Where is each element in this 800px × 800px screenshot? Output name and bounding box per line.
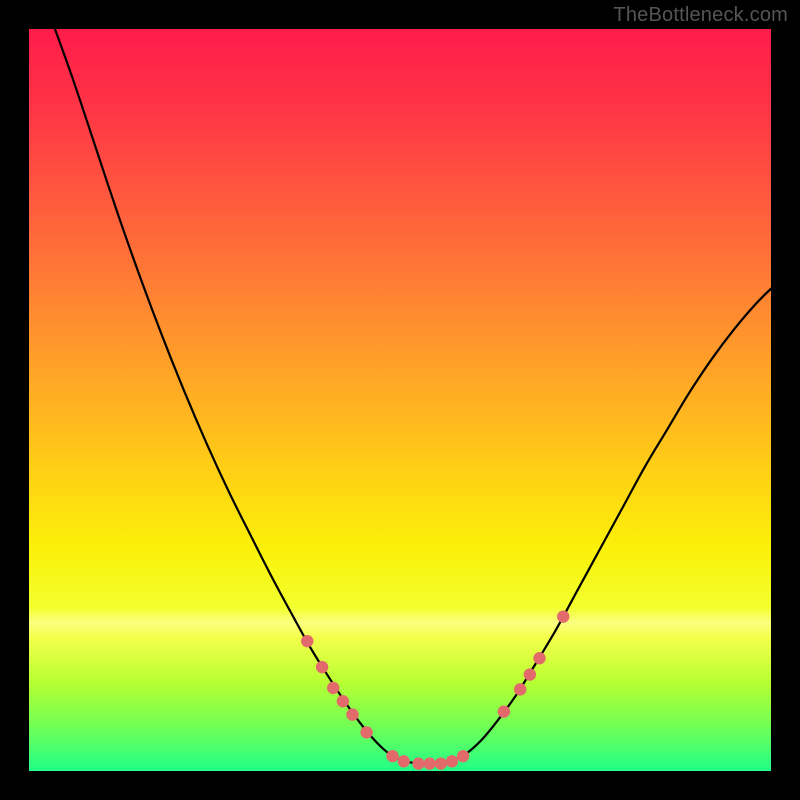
marker-point bbox=[457, 750, 469, 762]
marker-point bbox=[386, 750, 398, 762]
marker-point bbox=[557, 610, 569, 622]
marker-point bbox=[337, 695, 349, 707]
marker-point bbox=[514, 683, 526, 695]
marker-point bbox=[398, 755, 410, 767]
marker-point bbox=[346, 708, 358, 720]
marker-point bbox=[498, 705, 510, 717]
marker-point bbox=[412, 757, 424, 769]
marker-point bbox=[435, 757, 447, 769]
chart-frame: TheBottleneck.com bbox=[0, 0, 800, 800]
marker-point bbox=[533, 652, 545, 664]
marker-point bbox=[423, 757, 435, 769]
marker-point bbox=[524, 668, 536, 680]
marker-point bbox=[446, 755, 458, 767]
plot-svg bbox=[29, 29, 771, 771]
plot-area bbox=[29, 29, 771, 771]
watermark-text: TheBottleneck.com bbox=[613, 4, 788, 27]
marker-point bbox=[327, 682, 339, 694]
gradient-background bbox=[29, 29, 771, 771]
marker-point bbox=[301, 635, 313, 647]
marker-point bbox=[316, 661, 328, 673]
marker-point bbox=[360, 726, 372, 738]
